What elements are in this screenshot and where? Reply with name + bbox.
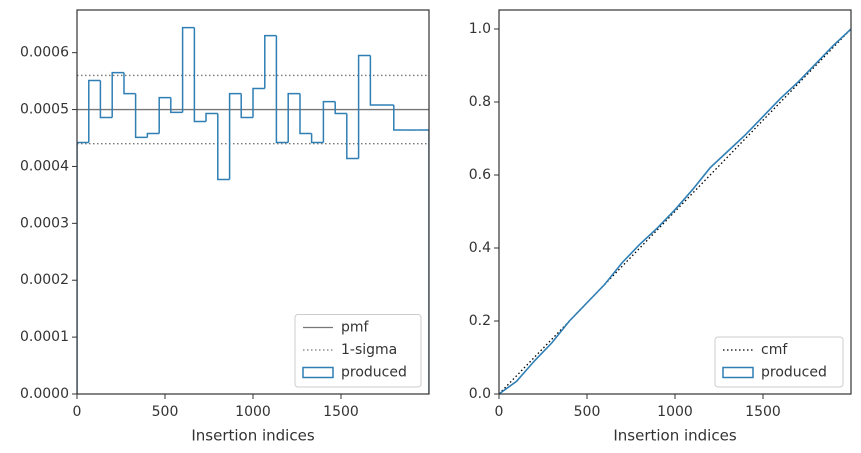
x-tick-label: 0 [73, 404, 82, 420]
histogram-bin [240, 93, 253, 119]
legend-label: pmf [341, 320, 370, 336]
x-tick-label: 1500 [745, 404, 781, 420]
axes-frame [76, 9, 430, 395]
axes: 0 500 1000 1500 0.0 0.2 0.4 0.6 0.8 1.0 Insertion … [469, 9, 852, 445]
histogram-bin [299, 93, 312, 135]
legend-swatch [302, 366, 334, 379]
histogram-bin [77, 141, 89, 394]
histogram-bin [193, 27, 207, 123]
y-tick-label: 0.4 [469, 240, 491, 256]
y-tick-label: 0.0003 [20, 215, 69, 231]
histogram-bin [158, 96, 171, 134]
histogram-bin [322, 100, 336, 143]
legend-label: produced [761, 365, 827, 381]
histogram-bin [393, 105, 406, 131]
histogram-bin [369, 55, 383, 106]
histogram-bin [287, 92, 300, 143]
histogram-bin [334, 101, 347, 115]
y-tick-label: 0.0000 [20, 386, 69, 402]
y-tick-label: 0.2 [469, 313, 491, 329]
y-tick-label: 0.0 [469, 386, 491, 402]
x-tick-label: 1500 [323, 404, 359, 420]
axes-frame [498, 9, 852, 395]
plot-area [499, 28, 851, 394]
series-line [499, 28, 851, 394]
histogram-bin [88, 79, 101, 143]
legend-swatch [722, 366, 754, 379]
histogram-bin [170, 97, 183, 114]
legend-frame [294, 314, 422, 388]
x-tick-label: 0 [495, 404, 504, 420]
series-line [499, 28, 851, 394]
histogram-bin [357, 54, 371, 159]
legend-label: cmf [761, 342, 788, 358]
histogram-bin [275, 35, 289, 144]
histogram-bin [205, 112, 218, 122]
y-tick-label: 0.0006 [20, 45, 69, 61]
x-tick-label: 500 [574, 404, 601, 420]
legend: pmf 1-sigma produced [294, 314, 422, 388]
axes: 0 500 1000 1500 0.0000 0.0001 0.0002 0.0003 0.00… [20, 9, 430, 445]
legend-label: produced [341, 365, 407, 381]
x-axis-label: Insertion indices [613, 427, 736, 445]
histogram-bin [310, 133, 324, 144]
histogram-bin [123, 72, 136, 95]
histogram-bin [217, 113, 230, 181]
y-tick-label: 0.0002 [20, 272, 69, 288]
histogram-bin [134, 93, 148, 139]
histogram-bin [111, 71, 124, 118]
y-tick-label: 0.0001 [20, 329, 69, 345]
histogram-bin [228, 92, 242, 180]
plot-area [77, 26, 429, 394]
histogram-bin [264, 34, 277, 89]
histogram-bin [346, 113, 359, 160]
y-tick-label: 0.6 [469, 167, 491, 183]
y-tick-label: 0.8 [469, 94, 491, 110]
histogram-bin [181, 26, 195, 113]
legend: cmf produced [714, 336, 844, 388]
x-tick-label: 500 [152, 404, 179, 420]
legend-label: 1-sigma [341, 342, 397, 358]
histogram-bin [99, 80, 113, 119]
y-tick-label: 0.0004 [20, 158, 69, 174]
x-tick-label: 1000 [657, 404, 693, 420]
histogram-bin [146, 132, 160, 138]
histogram-bin [252, 87, 265, 118]
y-tick-label: 1.0 [469, 21, 491, 37]
x-axis-label: Insertion indices [191, 427, 314, 445]
histogram-bin [417, 129, 429, 394]
x-tick-label: 1000 [235, 404, 271, 420]
y-tick-label: 0.0005 [20, 102, 69, 118]
